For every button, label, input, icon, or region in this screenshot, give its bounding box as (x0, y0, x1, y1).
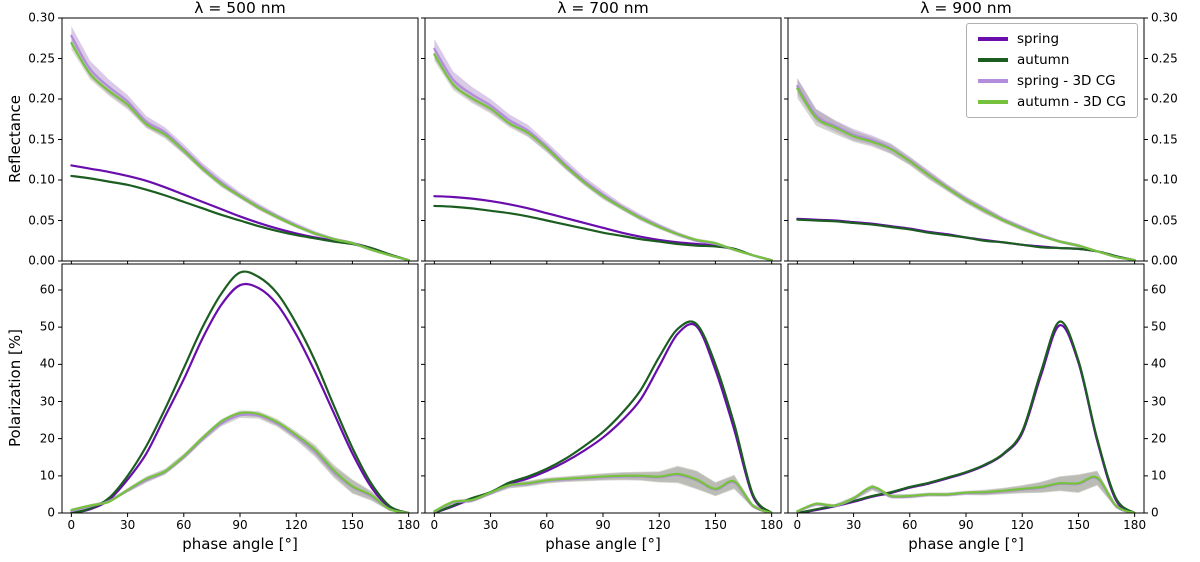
legend-item: spring (977, 31, 1126, 47)
y-tick-label: 0.25 (1151, 51, 1178, 65)
y-tick-label: 0.30 (28, 10, 55, 25)
y-tick-label: 0 (1151, 505, 1159, 520)
legend-line-swatch (977, 58, 1008, 62)
x-tick-label: 180 (397, 518, 421, 532)
legend-label: autumn - 3D CG (1016, 94, 1126, 110)
y-tick-label: 50 (1151, 319, 1167, 334)
legend-line-swatch (977, 79, 1008, 83)
x-tick-label: 150 (703, 518, 727, 532)
subplot-reflectance-500nm: 0.00 0.05 0.10 0.15 0.20 0.25 0.30 (28, 10, 426, 269)
x-tick-label: 90 (958, 518, 974, 532)
legend-label: spring - 3D CG (1016, 73, 1116, 89)
x-axis-label-500nm: phase angle [°] (182, 535, 298, 553)
subplot-polarization-700nm: 0 30 60 90 120 150 180 (417, 256, 789, 532)
legend-line-swatch (977, 37, 1008, 41)
y-tick-label: 20 (1151, 431, 1167, 446)
y-tick-label: 40 (39, 356, 55, 371)
x-tick-label: 30 (845, 518, 862, 532)
x-tick-label: 180 (760, 518, 784, 532)
y-tick-label: 40 (1151, 356, 1167, 371)
chart-canvas-5 (780, 256, 1152, 521)
chart-canvas-0 (54, 10, 426, 269)
y-tick-label: 0.15 (1151, 132, 1178, 146)
chart-canvas-3 (54, 256, 426, 521)
legend-item: autumn - 3D CG (977, 94, 1126, 110)
y-tick-label: 0.20 (28, 91, 55, 106)
x-tick-label: 60 (902, 518, 918, 532)
subplot-reflectance-700nm (417, 10, 789, 269)
y-tick-label: 20 (39, 431, 55, 446)
x-tick-label: 90 (232, 518, 248, 532)
y-tick-label: 50 (39, 319, 55, 334)
x-tick-label: 30 (119, 518, 136, 532)
y-axis-label-reflectance: Reflectance (6, 95, 24, 183)
x-tick-label: 0 (793, 518, 802, 532)
chart-canvas-1 (417, 10, 789, 269)
x-axis-label-700nm: phase angle [°] (545, 535, 661, 553)
legend-label: autumn (1016, 52, 1070, 68)
subplot-polarization-900nm: 0 30 60 90 120 150 180 0 10 20 30 40 50 60 (780, 256, 1166, 532)
x-tick-label: 150 (340, 518, 364, 532)
y-tick-label: 60 (39, 282, 55, 297)
x-tick-label: 0 (67, 518, 76, 532)
y-tick-label: 0.05 (1151, 213, 1178, 227)
x-tick-label: 120 (284, 518, 308, 532)
y-tick-label: 10 (1151, 468, 1167, 483)
y-tick-label: 0.20 (1151, 91, 1178, 106)
y-tick-label: 60 (1151, 282, 1167, 297)
subplot-polarization-500nm: 0 30 60 90 120 150 180 0 10 20 30 40 50 60 (40, 256, 426, 532)
legend: spring autumn spring - 3D CG autumn - 3D CG (965, 23, 1138, 118)
chart-canvas-4 (417, 256, 789, 521)
y-tick-label: 0.00 (28, 253, 55, 268)
legend-item: autumn (977, 52, 1126, 68)
x-tick-label: 30 (482, 518, 499, 532)
y-tick-label: 0.25 (28, 51, 55, 65)
y-tick-label: 0 (47, 505, 55, 520)
x-tick-label: 150 (1066, 518, 1090, 532)
x-tick-label: 90 (595, 518, 611, 532)
x-tick-label: 0 (430, 518, 439, 532)
subplot-reflectance-900nm: spring autumn spring - 3D CG autumn - 3D CG… (780, 10, 1178, 269)
legend-label: spring (1016, 31, 1060, 47)
y-tick-label: 0.05 (28, 213, 55, 227)
y-tick-label: 0.15 (28, 132, 55, 146)
x-tick-label: 120 (1010, 518, 1034, 532)
y-tick-label: 0.00 (1151, 253, 1178, 268)
y-tick-label: 0.30 (1151, 10, 1178, 25)
x-tick-label: 60 (539, 518, 555, 532)
x-axis-label-900nm: phase angle [°] (908, 535, 1024, 553)
y-tick-label: 30 (1151, 394, 1167, 408)
x-tick-label: 120 (647, 518, 671, 532)
legend-line-swatch (977, 100, 1008, 104)
y-tick-label: 10 (39, 468, 55, 483)
x-tick-label: 60 (176, 518, 192, 532)
y-tick-label: 0.10 (1151, 172, 1178, 187)
legend-item: spring - 3D CG (977, 73, 1126, 89)
y-tick-label: 30 (39, 394, 55, 408)
y-axis-label-polarization: Polarization [%] (6, 329, 24, 447)
y-tick-label: 0.10 (28, 172, 55, 187)
x-tick-label: 180 (1123, 518, 1147, 532)
